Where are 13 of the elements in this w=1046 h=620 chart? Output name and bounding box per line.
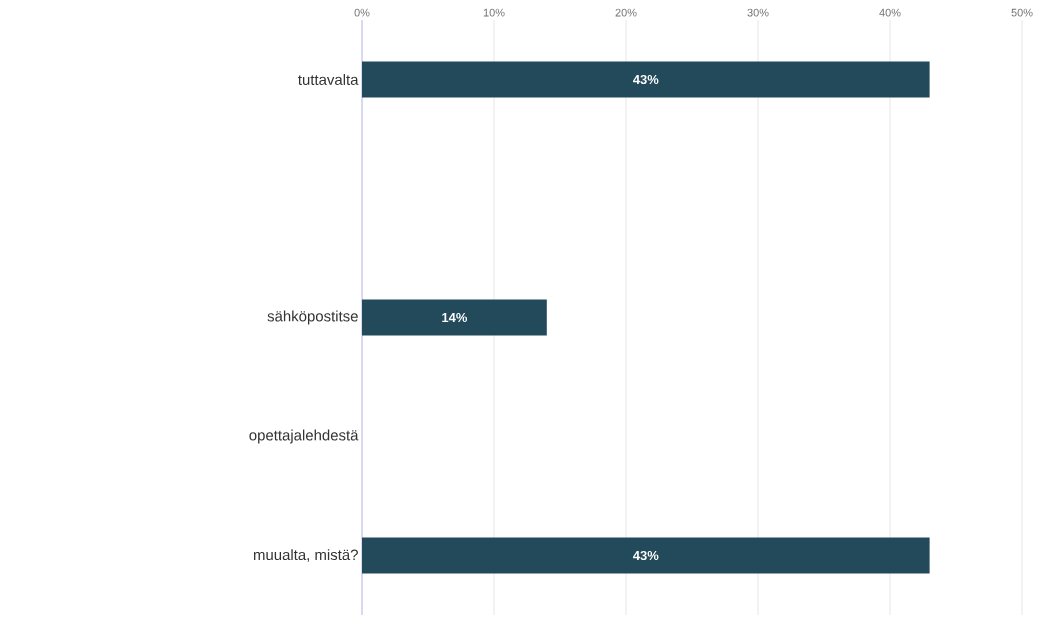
x-tick-label: 0% [354,8,370,17]
x-tick-label: 30% [747,8,769,17]
data-label: 43% [633,74,659,85]
data-label: 43% [633,550,659,561]
x-tick-label: 50% [1011,8,1033,17]
y-tick-label: sähköpostitse [267,310,358,325]
x-tick-label: 10% [483,8,505,17]
x-tick-label: 20% [615,8,637,17]
y-tick-label: opettajalehdestä [249,429,359,444]
y-tick-label: muualta, mistä? [253,549,358,562]
x-tick-label: 40% [879,8,901,17]
data-label: 14% [442,312,468,323]
y-tick-label: tuttavalta [298,74,359,85]
